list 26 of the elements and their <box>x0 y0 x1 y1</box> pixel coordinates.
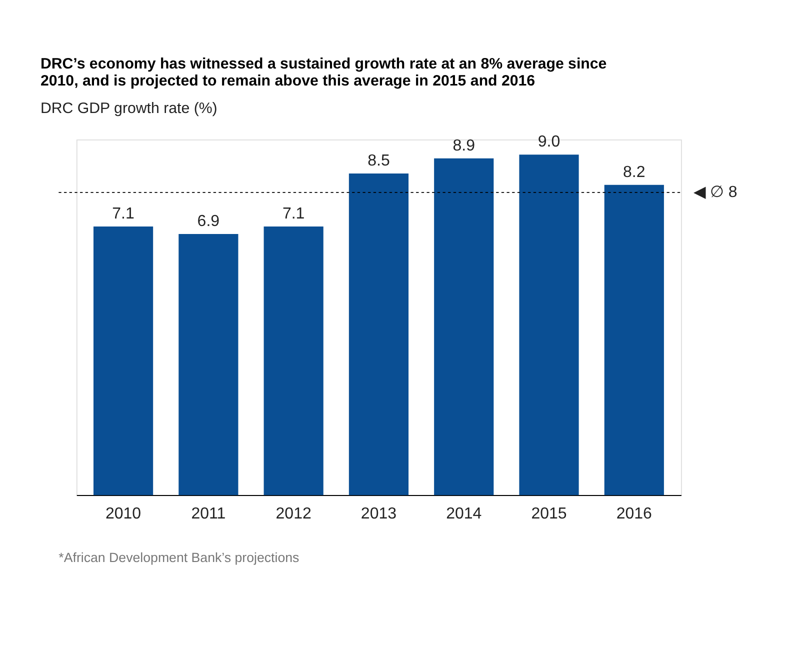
text: 2010, and is projected to remain above this average in 2015 and 2016 <box>40 72 536 90</box>
bar <box>178 234 238 496</box>
text: *African Development Bank’s projections <box>58 550 300 565</box>
x-tick-label: 2016 <box>616 506 652 523</box>
data-label: 7.1 <box>282 205 305 222</box>
x-tick-label: 2011 <box>191 506 226 523</box>
x-tick-label: 2014 <box>446 506 482 523</box>
bar <box>434 158 494 496</box>
data-label: 6.9 <box>197 213 220 230</box>
x-tick-label: 2013 <box>360 506 397 523</box>
text: DRC’s economy has witnessed a sustained growth rate at an 8% average since <box>40 55 607 72</box>
data-label: 9.0 <box>538 134 560 151</box>
bar <box>604 184 664 496</box>
x-tick-label: 2012 <box>276 506 312 523</box>
bar <box>93 226 154 496</box>
bar <box>348 174 409 496</box>
bar <box>519 154 579 496</box>
chart-subtitle: DRC GDP growth rate (%) <box>40 100 218 117</box>
x-tick-label: 2010 <box>105 506 142 523</box>
data-label: 8.5 <box>368 152 390 170</box>
ref-line-label: ◀ ∅ 8 <box>693 184 738 201</box>
data-label: 8.2 <box>623 164 646 181</box>
x-tick-label: 2015 <box>531 506 567 523</box>
bar <box>264 226 324 496</box>
data-label: 8.9 <box>452 137 476 154</box>
data-label: 7.1 <box>112 205 135 222</box>
